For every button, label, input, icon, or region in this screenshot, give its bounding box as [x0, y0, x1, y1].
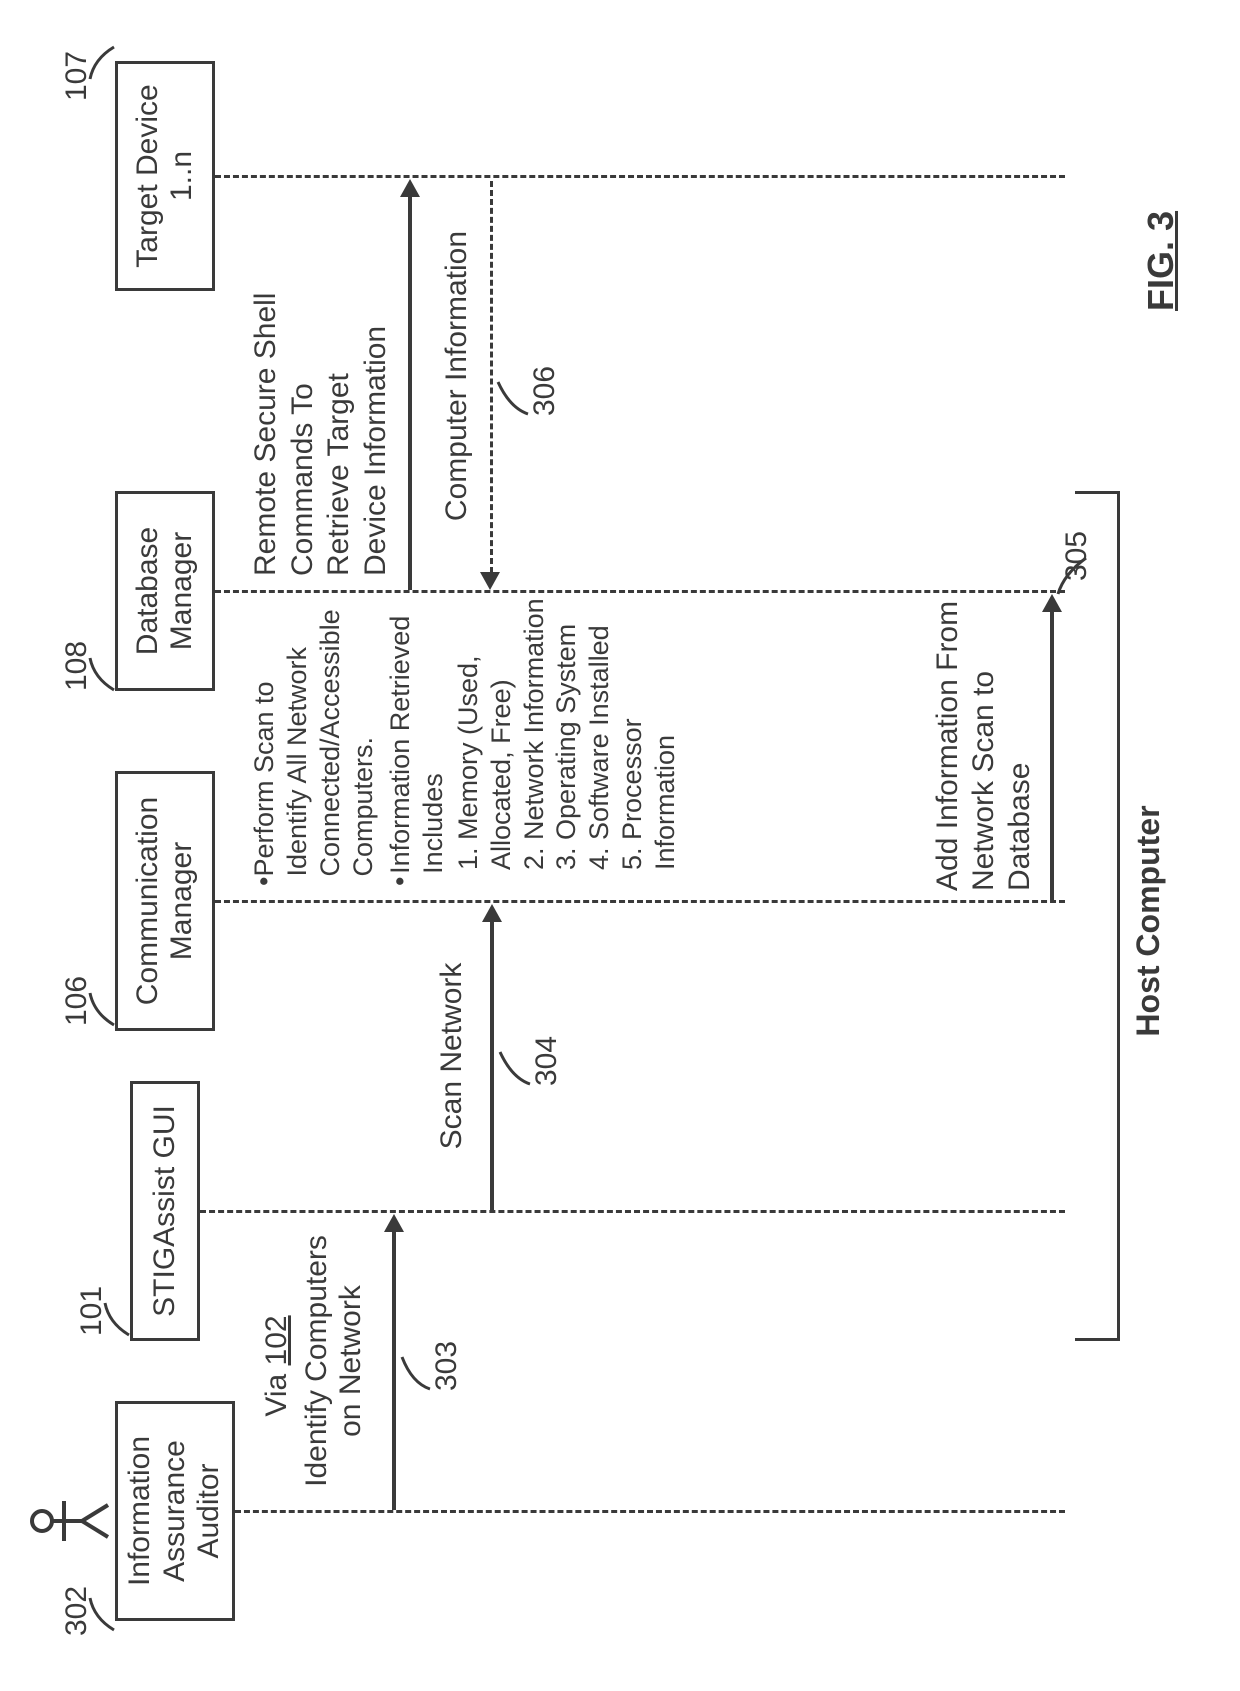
num-item: Software Installed	[584, 625, 614, 840]
host-label: Host Computer	[1130, 751, 1167, 1091]
actor-box-gui: STIGAssist GUI	[130, 1081, 200, 1341]
leader-line	[88, 656, 118, 696]
arrowhead-icon	[400, 179, 420, 197]
msg-label: Scan Network	[435, 921, 469, 1191]
lifeline	[235, 1510, 1065, 1513]
msg-label: Computer Information	[440, 196, 474, 556]
num-item: Network Information	[519, 598, 549, 840]
msg-arrow-shaft	[490, 922, 494, 1210]
actor-box-comm: CommunicationManager	[115, 771, 215, 1031]
page-canvas: InformationAssuranceAuditor STIGAssist G…	[0, 0, 1240, 1691]
lifeline	[200, 1210, 1065, 1213]
ref-num: 304	[530, 1036, 564, 1086]
num-item: Processor Information	[617, 718, 680, 870]
msg-arrow-shaft-dashed	[490, 181, 493, 573]
actor-label: DatabaseManager	[131, 527, 200, 655]
bullet-text: Information Retrieved Includes	[384, 596, 450, 874]
leader-line	[400, 1351, 432, 1391]
arrowhead-icon	[480, 572, 500, 590]
leader-line	[88, 1596, 118, 1636]
msg-arrow-shaft	[1050, 611, 1054, 900]
msg-label: Add Information FromNetwork Scan toDatab…	[930, 591, 1038, 891]
actor-label: STIGAssist GUI	[148, 1105, 183, 1317]
ssh-label: Remote Secure ShellCommands ToRetrieve T…	[248, 186, 394, 576]
leader-line	[496, 376, 530, 416]
msg-arrow-shaft	[408, 196, 412, 590]
arrowhead-icon	[1042, 594, 1062, 612]
actor-box-db: DatabaseManager	[115, 491, 215, 691]
via-ref: 102	[260, 1315, 293, 1365]
leader-line	[498, 1046, 532, 1086]
actor-box-target: Target Device1..n	[115, 61, 215, 291]
drawing-rotated-group: InformationAssuranceAuditor STIGAssist G…	[0, 0, 1240, 1691]
num-item: Memory (Used, Allocated, Free)	[453, 655, 516, 870]
lifeline	[215, 175, 1065, 178]
leader-line	[88, 41, 118, 81]
msg-via: Via 102	[260, 1251, 294, 1481]
scan-annotation: •Perform Scan to Identify All Network Co…	[248, 596, 682, 886]
bullet-text: Perform Scan to Identify All Network Con…	[248, 596, 380, 877]
num-item: Operating System	[551, 624, 581, 840]
person-icon	[30, 1491, 110, 1551]
actor-label: CommunicationManager	[131, 797, 200, 1005]
actor-label: InformationAssuranceAuditor	[123, 1436, 227, 1586]
msg-arrow-shaft	[392, 1232, 396, 1510]
leader-line	[88, 991, 118, 1031]
ref-num: 303	[430, 1341, 464, 1391]
lifeline	[215, 900, 1065, 903]
arrowhead-icon	[384, 1214, 404, 1232]
leader-line	[103, 1301, 133, 1341]
actor-label: Target Device1..n	[131, 84, 200, 267]
msg-label: Identify Computerson Network	[300, 1226, 368, 1496]
figure-caption: FIG. 3	[1140, 211, 1182, 311]
arrowhead-icon	[482, 904, 502, 922]
host-bracket	[1075, 491, 1120, 1341]
ref-num: 306	[528, 366, 562, 416]
actor-box-auditor: InformationAssuranceAuditor	[115, 1401, 235, 1621]
